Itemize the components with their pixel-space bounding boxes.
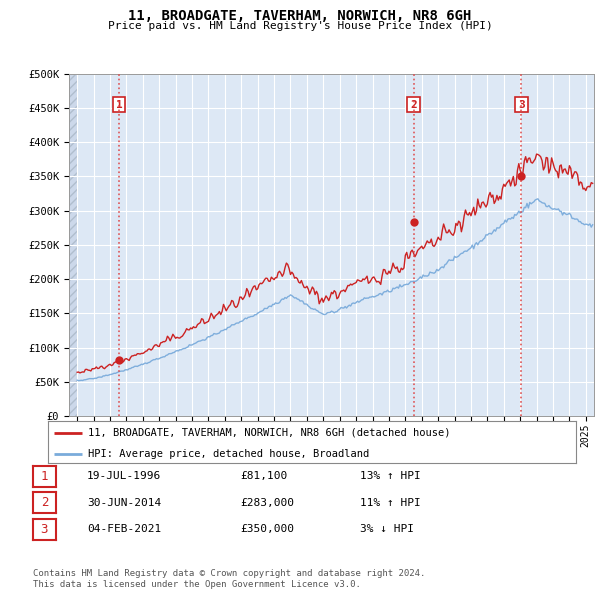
Text: 2: 2	[41, 496, 48, 509]
Text: 2: 2	[410, 100, 417, 110]
Text: 13% ↑ HPI: 13% ↑ HPI	[360, 471, 421, 481]
Text: 1: 1	[116, 100, 122, 110]
Text: 3: 3	[41, 523, 48, 536]
Text: 11, BROADGATE, TAVERHAM, NORWICH, NR8 6GH (detached house): 11, BROADGATE, TAVERHAM, NORWICH, NR8 6G…	[88, 428, 450, 438]
Text: 1: 1	[41, 470, 48, 483]
Text: £350,000: £350,000	[240, 525, 294, 534]
Text: £283,000: £283,000	[240, 498, 294, 507]
Text: HPI: Average price, detached house, Broadland: HPI: Average price, detached house, Broa…	[88, 449, 369, 459]
Bar	[69, 74, 77, 416]
Text: 3% ↓ HPI: 3% ↓ HPI	[360, 525, 414, 534]
Text: 19-JUL-1996: 19-JUL-1996	[87, 471, 161, 481]
Text: 3: 3	[518, 100, 525, 110]
Text: 30-JUN-2014: 30-JUN-2014	[87, 498, 161, 507]
Text: Contains HM Land Registry data © Crown copyright and database right 2024.
This d: Contains HM Land Registry data © Crown c…	[33, 569, 425, 589]
Text: £81,100: £81,100	[240, 471, 287, 481]
Text: Price paid vs. HM Land Registry's House Price Index (HPI): Price paid vs. HM Land Registry's House …	[107, 21, 493, 31]
Text: 04-FEB-2021: 04-FEB-2021	[87, 525, 161, 534]
Text: 11% ↑ HPI: 11% ↑ HPI	[360, 498, 421, 507]
Text: 11, BROADGATE, TAVERHAM, NORWICH, NR8 6GH: 11, BROADGATE, TAVERHAM, NORWICH, NR8 6G…	[128, 9, 472, 23]
